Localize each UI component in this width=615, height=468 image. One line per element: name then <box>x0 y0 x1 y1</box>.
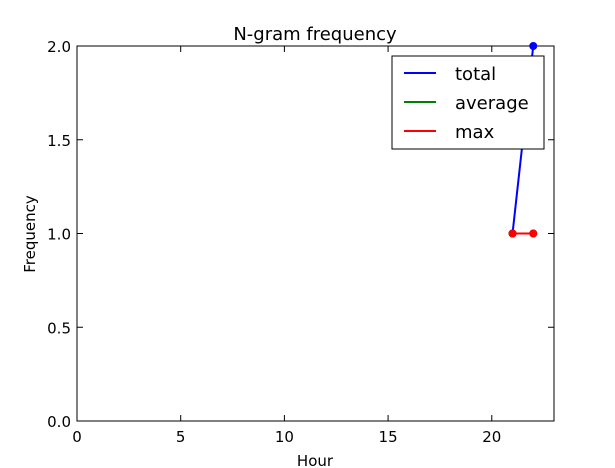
y-tick-label: 2.0 <box>47 38 71 56</box>
x-axis-label: Hour <box>297 452 334 468</box>
x-tick-label: 15 <box>379 428 398 446</box>
x-tick-label: 5 <box>176 428 186 446</box>
series-max <box>508 229 538 238</box>
data-point <box>529 42 538 50</box>
y-axis-label: Frequency <box>21 195 39 273</box>
data-point <box>529 229 538 238</box>
legend: total average max <box>391 55 545 150</box>
y-tick-label: 1.5 <box>47 132 71 150</box>
x-tick-label: 0 <box>72 428 82 446</box>
axis-ticks: 0 5 10 15 20 0.0 0.5 1.0 1.5 2.0 <box>47 38 554 446</box>
y-tick-label: 1.0 <box>47 226 71 244</box>
chart-title: N-gram frequency <box>233 24 397 45</box>
y-tick-label: 0.0 <box>47 413 71 431</box>
legend-label-average: average <box>455 93 529 114</box>
legend-label-total: total <box>455 64 496 85</box>
data-point <box>508 229 517 238</box>
x-tick-label: 10 <box>275 428 294 446</box>
x-tick-label: 20 <box>482 428 501 446</box>
y-tick-label: 0.5 <box>47 319 71 337</box>
legend-label-max: max <box>455 122 495 143</box>
